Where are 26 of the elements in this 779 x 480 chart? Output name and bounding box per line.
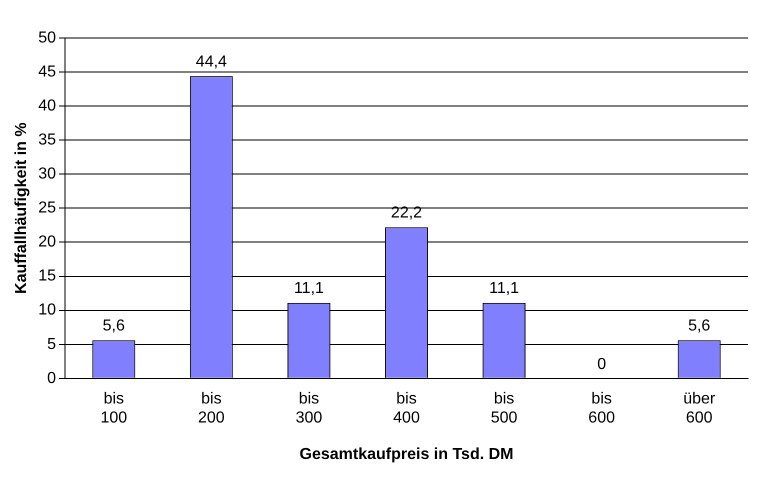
y-tick-label: 20: [38, 234, 56, 251]
x-tick-label: über 600: [683, 390, 716, 427]
y-tick-label: 15: [38, 268, 56, 285]
y-tick-label: 5: [47, 336, 56, 353]
y-tick-label: 0: [47, 370, 56, 387]
x-tick-label: bis 400: [393, 390, 420, 427]
y-tick-label: 50: [38, 29, 56, 46]
y-axis-title: Kauffallhäufigkeit in %: [13, 122, 30, 294]
data-label: 5,6: [102, 318, 125, 335]
data-label: 44,4: [196, 54, 228, 71]
x-tick-label: bis 300: [296, 390, 322, 427]
x-tick-label: bis 200: [198, 390, 225, 427]
x-axis-title: Gesamtkaufpreis in Tsd. DM: [300, 446, 514, 463]
data-label: 5,6: [688, 318, 710, 335]
y-tick-label: 10: [38, 302, 56, 319]
data-label: 11,1: [294, 280, 324, 298]
y-tick-label: 35: [38, 132, 56, 149]
y-tick-label: 40: [38, 97, 56, 114]
y-tick-label: 30: [38, 166, 56, 183]
x-tick-label: bis 500: [490, 390, 518, 427]
data-label: 0: [597, 356, 606, 373]
x-tick-label: bis 600: [588, 390, 616, 427]
y-tick-label: 25: [38, 200, 56, 217]
x-tick-label: bis 100: [100, 390, 128, 427]
data-label: 11,1: [489, 280, 520, 298]
y-tick-label: 45: [38, 63, 56, 80]
